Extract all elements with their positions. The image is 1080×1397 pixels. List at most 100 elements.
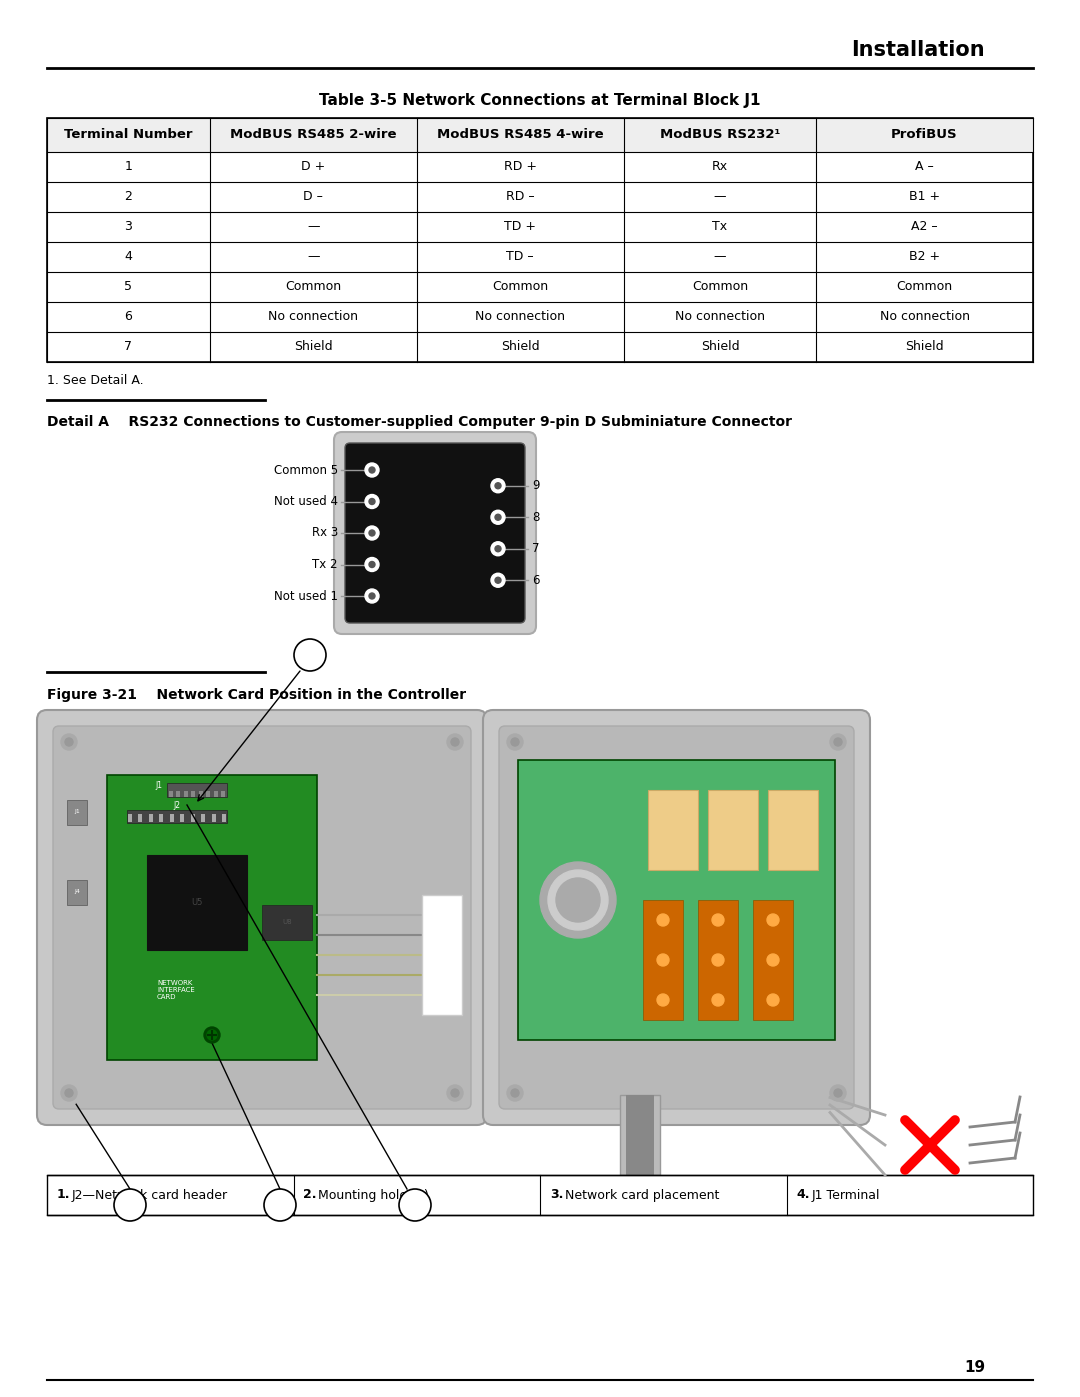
Text: 7: 7	[532, 542, 540, 555]
Circle shape	[503, 731, 527, 754]
Circle shape	[507, 1085, 523, 1101]
Text: 4: 4	[410, 1199, 419, 1211]
Circle shape	[491, 573, 505, 587]
Circle shape	[540, 862, 616, 937]
Text: 8: 8	[532, 511, 539, 524]
Text: Shield: Shield	[501, 341, 540, 353]
Text: Installation: Installation	[851, 41, 985, 60]
Circle shape	[511, 1090, 519, 1097]
Bar	[648, 789, 698, 870]
Bar	[168, 791, 173, 798]
Text: B2 +: B2 +	[909, 250, 940, 264]
Circle shape	[503, 1081, 527, 1105]
Bar	[518, 760, 835, 1039]
Circle shape	[495, 483, 501, 489]
Circle shape	[712, 914, 724, 926]
Bar	[176, 791, 180, 798]
Text: J1 Terminal: J1 Terminal	[811, 1189, 880, 1201]
Circle shape	[365, 590, 379, 604]
Bar	[147, 855, 247, 950]
Circle shape	[511, 738, 519, 746]
Text: U8: U8	[282, 919, 292, 925]
Circle shape	[365, 557, 379, 571]
Text: Common 5: Common 5	[274, 464, 338, 476]
Text: RD +: RD +	[503, 161, 537, 173]
Text: Rx: Rx	[712, 161, 728, 173]
Text: 4: 4	[124, 250, 132, 264]
Circle shape	[207, 1030, 217, 1039]
FancyBboxPatch shape	[334, 432, 536, 634]
Bar	[107, 775, 318, 1060]
Text: TD +: TD +	[504, 221, 537, 233]
Circle shape	[264, 1189, 296, 1221]
Text: 3: 3	[275, 1199, 284, 1211]
Bar	[48, 1175, 1032, 1215]
Circle shape	[369, 592, 375, 599]
Text: U5: U5	[191, 898, 203, 907]
Bar	[184, 791, 188, 798]
Circle shape	[57, 731, 81, 754]
Text: Not used 4: Not used 4	[274, 495, 338, 509]
Bar	[212, 814, 216, 821]
Text: ProfiBUS: ProfiBUS	[891, 129, 958, 141]
Text: 9: 9	[532, 479, 540, 492]
Circle shape	[294, 638, 326, 671]
Bar	[48, 117, 1032, 362]
Circle shape	[65, 738, 73, 746]
Bar	[160, 814, 163, 821]
Bar	[180, 814, 185, 821]
Bar	[129, 814, 132, 821]
Circle shape	[443, 1081, 467, 1105]
Bar	[138, 814, 143, 821]
Circle shape	[548, 870, 608, 930]
Text: 4.: 4.	[797, 1189, 810, 1201]
Circle shape	[60, 733, 77, 750]
Text: NETWORK
INTERFACE
CARD: NETWORK INTERFACE CARD	[157, 981, 194, 1000]
Text: No connection: No connection	[475, 310, 565, 324]
Circle shape	[495, 514, 501, 520]
Circle shape	[451, 738, 459, 746]
Circle shape	[767, 954, 779, 965]
Circle shape	[365, 527, 379, 541]
Text: ModBUS RS485 4-wire: ModBUS RS485 4-wire	[437, 129, 604, 141]
Circle shape	[365, 495, 379, 509]
Text: Tx 2: Tx 2	[312, 557, 338, 571]
Text: J1: J1	[75, 809, 80, 814]
Text: —: —	[307, 250, 320, 264]
FancyBboxPatch shape	[345, 443, 525, 623]
Text: —: —	[714, 250, 726, 264]
Bar	[708, 789, 758, 870]
Bar	[67, 880, 87, 905]
Circle shape	[712, 995, 724, 1006]
Text: 19: 19	[963, 1361, 985, 1376]
Text: Common: Common	[492, 281, 549, 293]
Text: Tx: Tx	[713, 221, 728, 233]
Text: Common: Common	[896, 281, 953, 293]
Text: A –: A –	[915, 161, 934, 173]
Circle shape	[767, 995, 779, 1006]
Bar	[206, 791, 211, 798]
Bar	[214, 791, 217, 798]
Text: Common: Common	[285, 281, 341, 293]
Text: Rx 3: Rx 3	[312, 527, 338, 539]
Text: D –: D –	[303, 190, 323, 204]
Text: Common: Common	[692, 281, 748, 293]
Bar	[643, 900, 683, 1020]
Circle shape	[826, 731, 850, 754]
Text: 1.: 1.	[57, 1189, 70, 1201]
Circle shape	[556, 877, 600, 922]
Circle shape	[491, 542, 505, 556]
Text: No connection: No connection	[268, 310, 359, 324]
FancyBboxPatch shape	[483, 710, 870, 1125]
Text: J2: J2	[174, 800, 180, 809]
Circle shape	[369, 529, 375, 536]
Circle shape	[114, 1189, 146, 1221]
Bar	[191, 791, 195, 798]
Bar	[422, 895, 462, 1016]
Text: Terminal Number: Terminal Number	[64, 129, 192, 141]
Bar	[262, 905, 312, 940]
Text: Table 3-5 Network Connections at Terminal Block J1: Table 3-5 Network Connections at Termina…	[320, 92, 760, 108]
Text: Figure 3-21    Network Card Position in the Controller: Figure 3-21 Network Card Position in the…	[48, 687, 467, 703]
Circle shape	[657, 995, 669, 1006]
Text: B1 +: B1 +	[909, 190, 940, 204]
